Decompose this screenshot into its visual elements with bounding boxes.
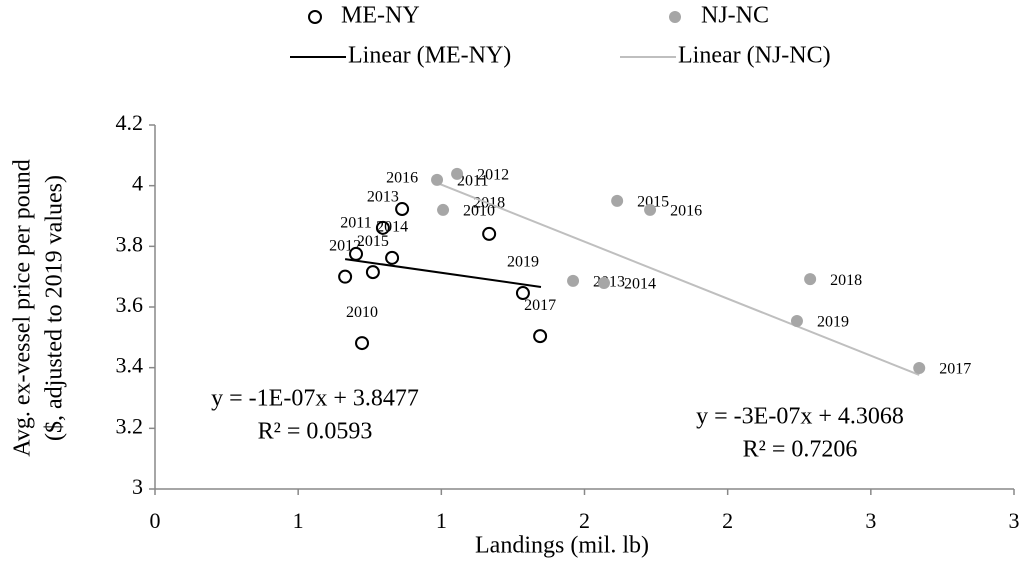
point-label: 2012 <box>477 167 509 184</box>
point-label: 2018 <box>830 272 862 289</box>
point <box>338 269 353 284</box>
x-tick-label: 2 <box>579 508 590 533</box>
y-tick-label: 4.2 <box>116 110 144 135</box>
legend-label: ME-NY <box>341 3 420 29</box>
point-label: 2011 <box>340 215 371 232</box>
point <box>349 246 364 261</box>
point-label: 2019 <box>817 314 849 331</box>
y-tick-label: 3.6 <box>116 292 144 317</box>
y-tick-label: 3 <box>132 474 143 499</box>
point <box>597 277 610 290</box>
point <box>644 203 657 216</box>
y-tick-label: 3.8 <box>116 231 144 256</box>
x-tick-label: 0 <box>150 508 161 533</box>
x-tick-label: 1 <box>293 508 304 533</box>
legend-label: Linear (ME-NY) <box>348 43 511 69</box>
trendline <box>436 182 920 376</box>
y-tick-label: 4 <box>132 171 143 196</box>
legend-marker <box>308 10 322 24</box>
point-label: 2015 <box>637 194 669 211</box>
point <box>431 173 444 186</box>
point <box>482 226 497 241</box>
point <box>365 265 380 280</box>
point <box>567 274 580 287</box>
point-label: 2013 <box>367 189 399 206</box>
point-label: 2014 <box>624 276 656 293</box>
point <box>375 220 390 235</box>
point-label: 2016 <box>670 203 702 220</box>
point <box>395 202 410 217</box>
point <box>515 286 530 301</box>
y-tick-label: 3.4 <box>116 353 144 378</box>
point <box>611 194 624 207</box>
y-tick-label: 3.2 <box>116 413 144 438</box>
point-label: 2019 <box>507 254 539 271</box>
x-tick-label: 2 <box>722 508 733 533</box>
point-label: 2010 <box>463 203 495 220</box>
trend-equation: y = -1E-07x + 3.8477 <box>211 386 419 412</box>
point-label: 2015 <box>357 233 389 250</box>
point <box>804 273 817 286</box>
point <box>355 336 370 351</box>
point <box>385 250 400 265</box>
x-axis-title: Landings (mil. lb) <box>475 533 649 559</box>
point-label: 2014 <box>376 219 408 236</box>
trend-equation: R² = 0.0593 <box>258 419 373 445</box>
y-axis-title: Avg. ex-vessel price per pound <box>10 159 36 456</box>
point <box>533 329 548 344</box>
y-axis-title: ($, adjusted to 2019 values) <box>42 175 68 441</box>
legend-label: Linear (NJ-NC) <box>678 43 831 69</box>
point-label: 2017 <box>524 297 556 314</box>
legend-marker <box>669 11 681 23</box>
x-tick-label: 3 <box>1009 508 1020 533</box>
x-tick-label: 3 <box>865 508 876 533</box>
legend-label: NJ-NC <box>701 3 769 29</box>
point-label: 2017 <box>939 361 971 378</box>
trend-equation: y = -3E-07x + 4.3068 <box>696 404 904 430</box>
point <box>790 314 803 327</box>
point <box>451 167 464 180</box>
point-label: 2016 <box>386 170 418 187</box>
point <box>437 203 450 216</box>
trendline <box>344 258 542 288</box>
x-tick-label: 1 <box>436 508 447 533</box>
trend-equation: R² = 0.7206 <box>743 437 858 463</box>
point-label: 2011 <box>457 173 488 190</box>
point-label: 2010 <box>346 304 378 321</box>
point <box>913 361 926 374</box>
